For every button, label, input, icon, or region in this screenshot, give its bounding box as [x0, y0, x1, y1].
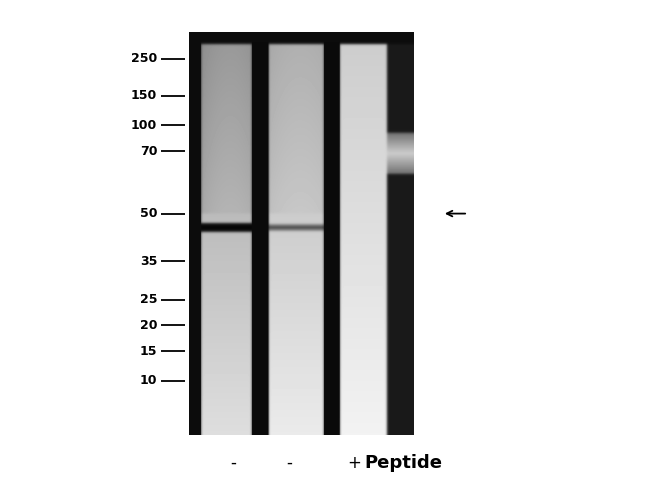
Text: 70: 70	[140, 145, 157, 158]
Text: Peptide: Peptide	[364, 454, 442, 471]
Text: -: -	[229, 454, 236, 471]
Text: -: -	[286, 454, 292, 471]
Text: 10: 10	[140, 374, 157, 387]
Text: 15: 15	[140, 345, 157, 357]
Text: 20: 20	[140, 319, 157, 331]
Text: 150: 150	[131, 89, 157, 102]
Text: 250: 250	[131, 53, 157, 65]
Text: 25: 25	[140, 293, 157, 306]
Text: 100: 100	[131, 119, 157, 132]
Text: +: +	[347, 454, 361, 471]
Text: 35: 35	[140, 255, 157, 268]
Text: 50: 50	[140, 207, 157, 220]
